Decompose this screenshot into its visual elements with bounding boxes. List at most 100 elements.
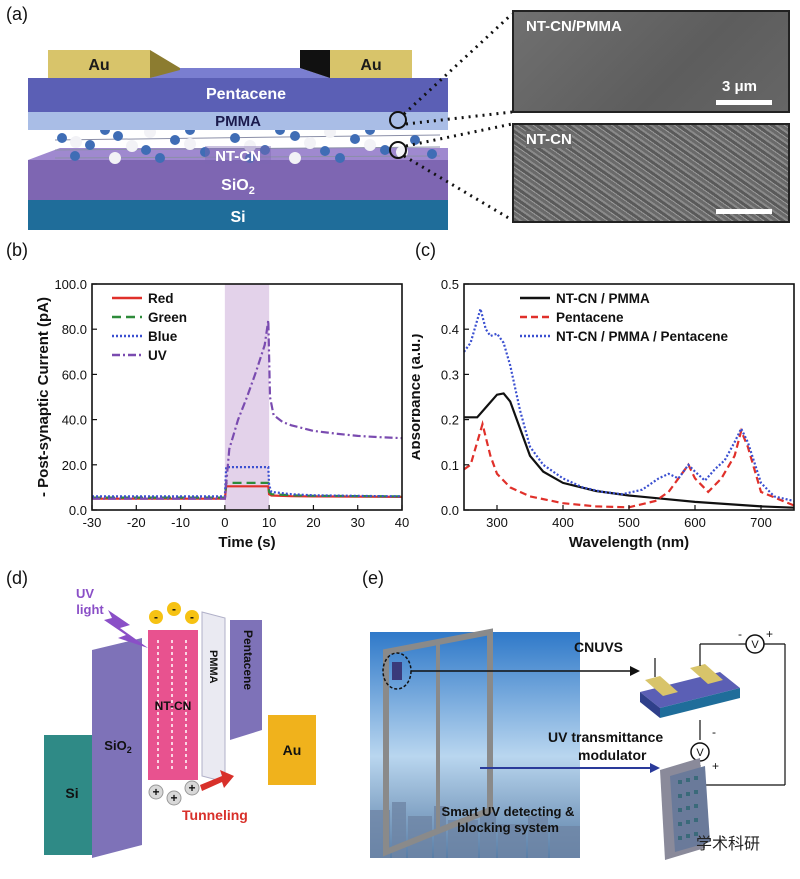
chart-1-y-tick-label: 0.2 xyxy=(441,413,459,428)
chart-1-x-tick-label: 300 xyxy=(486,515,508,530)
chart-1-plot-frame xyxy=(463,283,795,511)
cnuvs-device xyxy=(640,658,740,718)
pentacene-layer xyxy=(28,78,448,112)
chart-1-y-tick-label: 0.4 xyxy=(441,322,459,337)
ntcn-label-bg xyxy=(205,146,271,164)
sem-image-ntcn: NT-CN xyxy=(512,123,790,223)
ntcn-arrows xyxy=(157,640,187,770)
system-label-2: blocking system xyxy=(457,820,559,835)
uv-lightning-icon xyxy=(104,610,148,648)
au-left-label: Au xyxy=(88,57,109,74)
chart-1-series-0-line xyxy=(464,392,795,509)
chart-0-series-2-line xyxy=(92,466,403,498)
sio2-layer xyxy=(28,160,448,200)
voltmeter-1-plus: + xyxy=(766,627,773,641)
svg-text:+: + xyxy=(152,785,159,799)
si-layer xyxy=(28,200,448,230)
uv-light-label-1: UV xyxy=(76,586,94,601)
chart-0-legend-label: Green xyxy=(148,310,187,325)
watermark: 学术科研 xyxy=(695,836,760,853)
svg-text:-: - xyxy=(190,610,194,624)
panel-label-a: (a) xyxy=(6,4,28,24)
modulator-label-1: UV transmittance xyxy=(548,729,663,745)
au-block xyxy=(268,715,316,785)
chart-1-series-2-line xyxy=(463,304,795,503)
modulator-device xyxy=(660,758,710,860)
chart-absorbance: 300 400 500 600 700 0.0 0.1 0.2 0.3 0.4 0.5 Wavelen… xyxy=(412,277,795,551)
modulator-label-2: modulator xyxy=(578,747,647,763)
pmma-label: PMMA xyxy=(215,113,261,130)
voltmeter-2-label: V xyxy=(696,747,704,759)
voltmeter-2-plus: + xyxy=(712,759,719,773)
sem-image-ntcn-pmma: NT-CN/PMMA 3 μm xyxy=(512,10,790,113)
window-frame xyxy=(383,628,493,857)
chart-1-legend-label: Pentacene xyxy=(556,310,624,325)
chart-0-legend-label: Blue xyxy=(148,329,178,344)
ntcn-block-label: NT-CN xyxy=(155,699,192,713)
cnuvs-label: CNUVS xyxy=(574,639,623,655)
chart-1-x-tick-label: 700 xyxy=(750,515,772,530)
chart-post-synaptic-current: -30 -20 -10 0 10 20 30 40 0.0 20.0 40.0 60.0 80.0 100… xyxy=(35,277,409,551)
au-right-electrode xyxy=(330,50,412,78)
chart-0-y-tick-label: 100.0 xyxy=(54,277,87,292)
chart-0-x-tick-label: 0 xyxy=(221,515,228,530)
zoom-circle-bottom xyxy=(389,141,407,159)
chart-0-x-tick-label: -10 xyxy=(171,515,190,530)
chart-1-y-tick-label: 0.1 xyxy=(441,458,459,473)
si-block-label: Si xyxy=(65,785,78,801)
chart-0-x-tick-label: 30 xyxy=(350,515,364,530)
scale-bar-text: 3 μm xyxy=(722,78,758,95)
svg-text:-: - xyxy=(172,602,176,616)
chart-0-x-tick-label: 20 xyxy=(306,515,320,530)
panel-label-c: (c) xyxy=(415,240,436,260)
chart-0-x-tick-label: -20 xyxy=(127,515,146,530)
chart-1-legend-label: NT-CN / PMMA / Pentacene xyxy=(556,329,729,344)
holes: + + + xyxy=(148,780,200,806)
city-skyline xyxy=(370,802,580,858)
scale-bar-2 xyxy=(716,209,772,214)
chart-1-y-tick-label: 0.0 xyxy=(441,503,459,518)
scale-bar xyxy=(716,100,772,105)
chart-0-y-tick-label: 40.0 xyxy=(62,413,87,428)
chart-1-legend-label: NT-CN / PMMA xyxy=(556,291,650,306)
sio2-block-label: SiO2 xyxy=(104,738,131,755)
pmma-block xyxy=(201,611,226,783)
panel-label-b: (b) xyxy=(6,240,28,260)
chart-1-y-tick-label: 0.5 xyxy=(441,277,459,292)
chart-1-y-tick-label: 0.3 xyxy=(441,367,459,382)
chart-1-x-tick-label: 500 xyxy=(618,515,640,530)
chart-0-y-tick-label: 0.0 xyxy=(69,503,87,518)
panel-label-d: (d) xyxy=(6,568,28,588)
chart-0-legend-label: Red xyxy=(148,291,174,306)
ntcn-label: NT-CN xyxy=(215,148,261,165)
zoom-circle-top xyxy=(389,111,407,129)
uv-light-label-2: light xyxy=(76,602,104,617)
pentacene-label: Pentacene xyxy=(206,86,286,103)
svg-text:+: + xyxy=(188,781,195,795)
modulator-arrowhead xyxy=(650,763,660,773)
au-left-electrode xyxy=(48,50,150,78)
band-diagram: Si SiO2 NT-CN PMMA Pentacene Au UV light… xyxy=(44,586,316,858)
pentacene-block xyxy=(230,620,262,740)
svg-text:-: - xyxy=(154,610,158,624)
sio2-block xyxy=(92,638,142,858)
si-label: Si xyxy=(230,209,245,226)
voltmeter-1-minus: - xyxy=(738,627,742,641)
voltmeter-1-label: V xyxy=(751,639,759,651)
sem-label-ntcn: NT-CN xyxy=(526,131,572,148)
pmma-block-label: PMMA xyxy=(207,650,219,684)
sem-label-ntcn-pmma: NT-CN/PMMA xyxy=(526,18,622,35)
chart-1-x-tick-label: 400 xyxy=(552,515,574,530)
si-block xyxy=(44,735,100,855)
circuit xyxy=(699,643,786,786)
smart-window-scene: CNUVS V - + V - + UV transmittance modul… xyxy=(370,627,786,860)
au-left-side xyxy=(150,50,180,78)
voltmeter-2-minus: - xyxy=(712,725,716,739)
chart-0-y-tick-label: 80.0 xyxy=(62,322,87,337)
chart-0-x-tick-label: 10 xyxy=(262,515,276,530)
chart-0-y-tick-label: 60.0 xyxy=(62,367,87,382)
chart-0-y-tick-label: 20.0 xyxy=(62,458,87,473)
pmma-layer xyxy=(28,112,448,130)
pentacene-block-label: Pentacene xyxy=(241,630,255,690)
chart-1-x-axis-label: Wavelength (nm) xyxy=(569,534,689,551)
